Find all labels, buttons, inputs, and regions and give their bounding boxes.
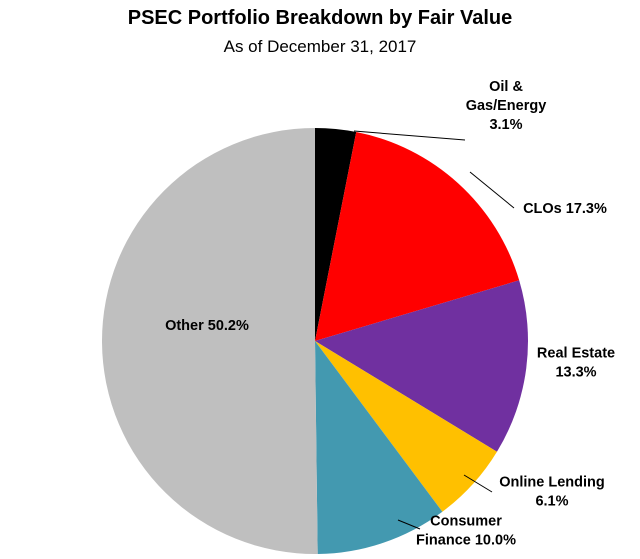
pie-slice-clos (315, 132, 520, 341)
slice-label-line: Consumer (430, 514, 502, 530)
slice-label-line: Other 50.2% (165, 318, 249, 334)
slice-label-line: Finance 10.0% (416, 533, 516, 549)
chart-subtitle: As of December 31, 2017 (224, 37, 417, 56)
slice-label-line: 13.3% (555, 365, 596, 381)
chart-title: PSEC Portfolio Breakdown by Fair Value (128, 7, 513, 29)
slice-label-line: Online Lending (499, 475, 605, 491)
slice-label: Other 50.2% (165, 318, 249, 334)
slice-label-line: 6.1% (535, 494, 568, 510)
pie-slice-oil-gas-energy (315, 128, 357, 341)
slice-label: Real Estate 13.3% (537, 346, 615, 381)
pie-slices (101, 128, 528, 554)
leader-line (469, 171, 515, 209)
slice-label-line: Real Estate (537, 346, 615, 362)
pie-slice-online-lending (315, 341, 497, 512)
slice-label-line: Gas/Energy (466, 98, 547, 114)
leader-line (463, 474, 493, 493)
leader-line (397, 519, 421, 530)
slice-label-line: Oil & (489, 79, 523, 95)
slice-label: Consumer Finance 10.0% (416, 514, 516, 549)
slice-label-line: 3.1% (489, 117, 522, 133)
leader-lines (353, 130, 515, 530)
slice-labels: Oil & Gas/Energy 3.1% CLOs 17.3% Real Estate… (165, 79, 615, 549)
leader-line (353, 130, 466, 141)
slice-label: Oil & Gas/Energy 3.1% (466, 79, 547, 133)
slice-label-line: CLOs 17.3% (523, 201, 607, 217)
pie-slice-consumer-finance (315, 341, 443, 554)
slice-label: CLOs 17.3% (523, 201, 607, 217)
pie-slice-other (101, 128, 318, 554)
slice-label: Online Lending 6.1% (499, 475, 605, 510)
pie-slice-real-estate (315, 280, 528, 452)
